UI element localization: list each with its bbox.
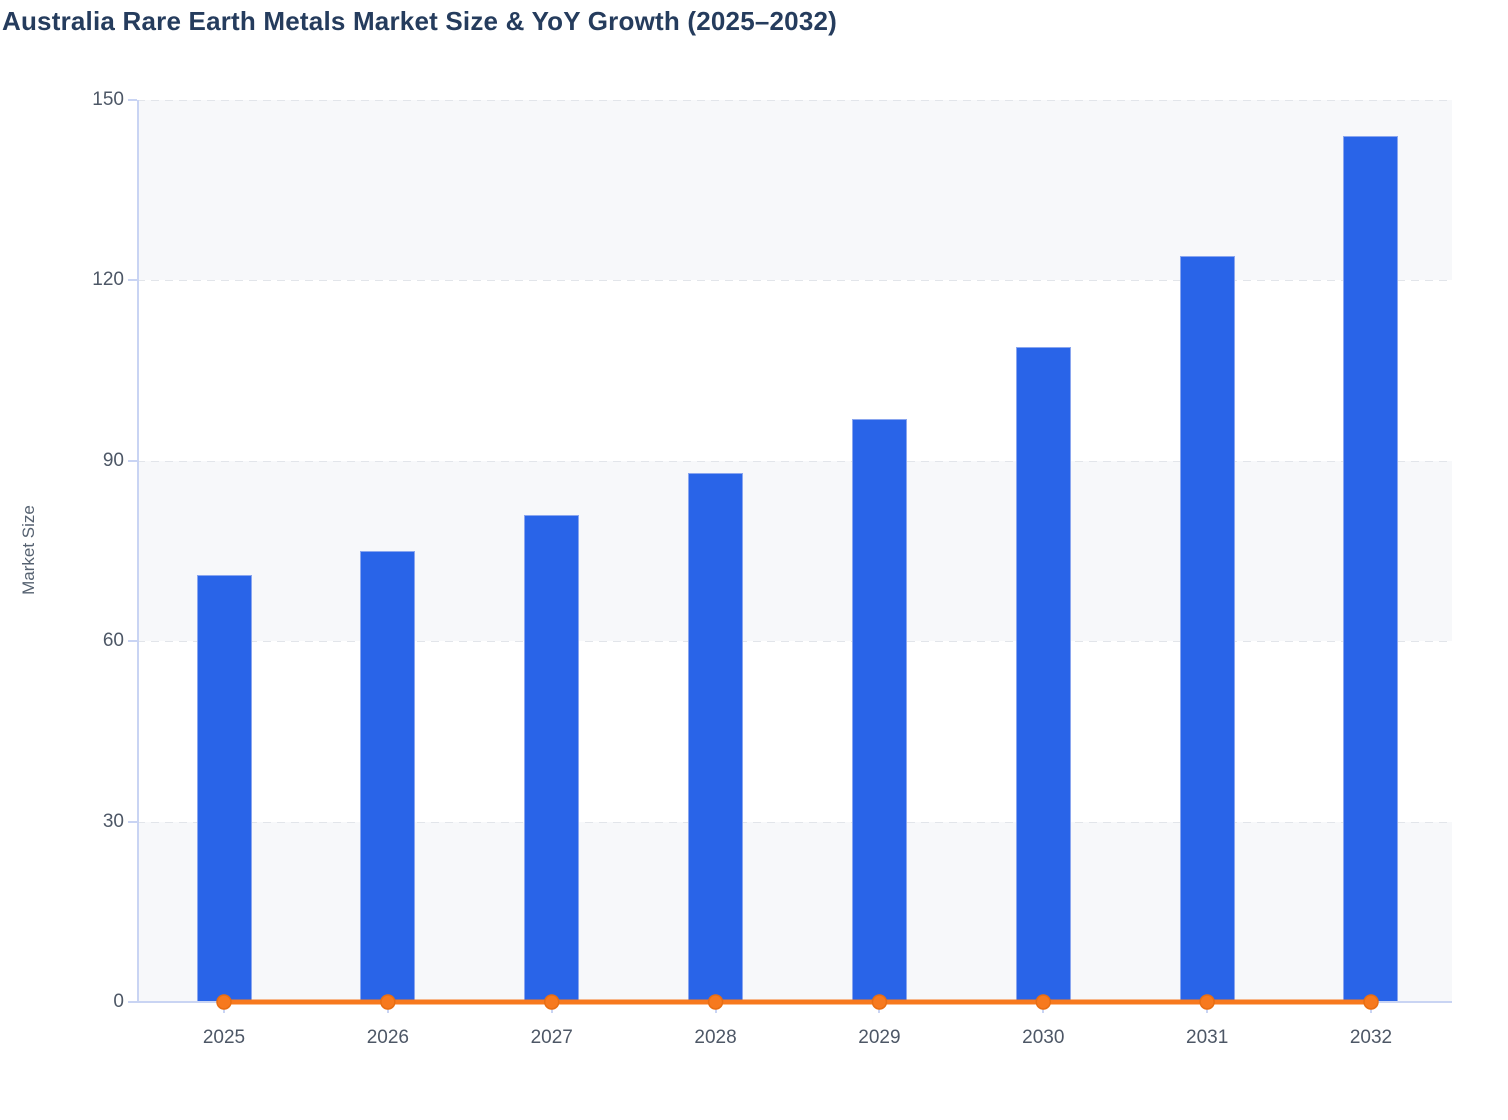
bar-2030[interactable] xyxy=(1015,346,1071,1002)
x-axis-line xyxy=(137,1001,1452,1003)
yoy-marker-2031[interactable] xyxy=(1199,994,1215,1010)
bar-2027[interactable] xyxy=(524,514,580,1002)
bar-2026[interactable] xyxy=(360,551,416,1002)
plot-band xyxy=(137,460,1452,642)
x-tick-label-2025: 2025 xyxy=(202,1027,246,1048)
y-tick-label-60: 60 xyxy=(102,630,124,652)
bar-2028[interactable] xyxy=(688,472,744,1002)
y-tick-150 xyxy=(128,99,137,101)
yoy-marker-2032[interactable] xyxy=(1363,994,1379,1010)
bar-2025[interactable] xyxy=(196,575,252,1002)
yoy-marker-2027[interactable] xyxy=(543,994,560,1010)
y-tick-90 xyxy=(128,459,137,462)
y-tick-label-150: 150 xyxy=(92,89,124,110)
x-tick-label-2029: 2029 xyxy=(858,1027,901,1048)
yoy-marker-2025[interactable] xyxy=(216,994,232,1010)
chart-title: Australia Rare Earth Metals Market Size … xyxy=(2,6,838,36)
bar-2032[interactable] xyxy=(1343,136,1399,1002)
bar-2029[interactable] xyxy=(851,418,907,1002)
gridline-120 xyxy=(137,280,1452,282)
y-tick-60 xyxy=(128,640,137,643)
gridline-30 xyxy=(137,821,1452,823)
y-tick-30 xyxy=(128,820,137,823)
y-axis-line xyxy=(137,100,139,1002)
yoy-marker-2030[interactable] xyxy=(1035,994,1052,1010)
y-tick-label-90: 90 xyxy=(102,449,124,471)
bar-2031[interactable] xyxy=(1179,256,1235,1002)
y-tick-label-120: 120 xyxy=(92,269,124,291)
x-tick-label-2032: 2032 xyxy=(1349,1027,1393,1048)
x-tick-label-2028: 2028 xyxy=(694,1027,737,1048)
y-tick-label-0: 0 xyxy=(113,991,124,1012)
x-tick-label-2031: 2031 xyxy=(1186,1027,1229,1048)
y-tick-120 xyxy=(128,279,137,282)
yoy-marker-2029[interactable] xyxy=(871,994,888,1010)
gridline-90 xyxy=(137,460,1452,462)
plot-band xyxy=(137,821,1452,1002)
x-tick-label-2026: 2026 xyxy=(366,1027,409,1048)
gridline-60 xyxy=(137,641,1452,643)
plot-area xyxy=(137,100,1452,1002)
y-tick-0 xyxy=(128,1001,137,1003)
plot-band xyxy=(137,100,1452,281)
x-tick-label-2027: 2027 xyxy=(530,1027,573,1048)
y-axis-title: Market Size xyxy=(19,505,38,595)
yoy-marker-2026[interactable] xyxy=(380,994,396,1010)
x-tick-label-2030: 2030 xyxy=(1022,1027,1065,1048)
yoy-marker-2028[interactable] xyxy=(707,994,724,1010)
gridline-150 xyxy=(137,100,1452,101)
y-tick-label-30: 30 xyxy=(102,810,124,832)
